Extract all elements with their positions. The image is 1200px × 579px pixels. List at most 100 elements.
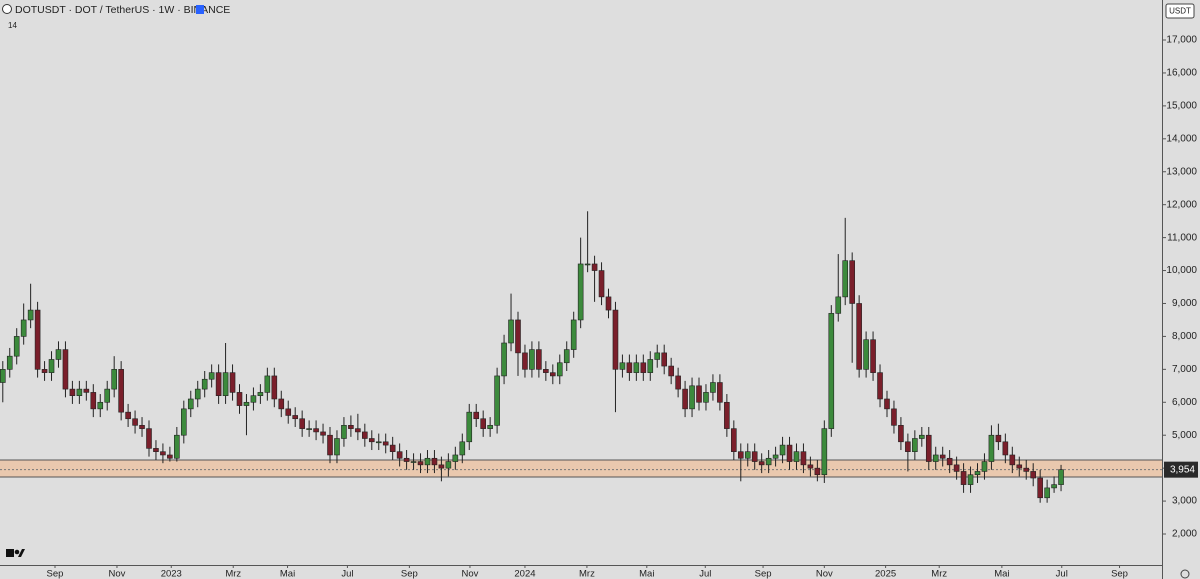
candle-body <box>891 408 897 426</box>
candle-body <box>905 441 911 452</box>
x-tick-label: Sep <box>755 569 772 579</box>
candle-body <box>445 461 452 469</box>
candle-body <box>299 418 305 429</box>
header-title: DOTUSDT · DOT / TetherUS · 1W · BINANCE <box>15 4 230 16</box>
candle-body <box>487 425 493 429</box>
x-tick-label: Sep <box>47 569 64 579</box>
candle-body <box>689 385 695 410</box>
candle-body <box>515 319 521 354</box>
candle-body <box>104 388 111 403</box>
candle-body <box>988 434 995 462</box>
candle-body <box>550 372 556 377</box>
candle-body <box>201 378 208 390</box>
candle-body <box>508 319 514 344</box>
candle-body <box>647 359 654 373</box>
symbol-icon <box>2 4 12 14</box>
y-tick-label: 9,000 <box>1172 298 1197 309</box>
candle-body <box>320 431 326 436</box>
candle-body <box>132 418 138 426</box>
candle-body <box>313 428 319 433</box>
candle-body <box>20 319 27 337</box>
candle-body <box>682 388 688 410</box>
x-tick-label: Mai <box>280 569 295 579</box>
candle-body <box>1023 467 1030 472</box>
candle-body <box>0 369 6 383</box>
candle-body <box>334 438 340 456</box>
candle-body <box>236 392 243 406</box>
flag-icon <box>196 5 204 14</box>
candle-body <box>327 434 333 456</box>
x-tick-label: Mai <box>994 569 1009 579</box>
y-tick-label: 16,000 <box>1166 68 1197 79</box>
candle-body <box>807 464 814 469</box>
candle-body <box>835 296 842 314</box>
candle-body <box>995 434 1002 443</box>
candle-body <box>737 451 744 459</box>
candle-body <box>194 388 201 400</box>
candle-body <box>675 375 681 390</box>
candle-body <box>953 464 960 472</box>
candle-body <box>960 471 967 485</box>
candle-body <box>898 425 904 443</box>
x-tick-label: Sep <box>1111 569 1128 579</box>
candle-body <box>779 444 786 456</box>
y-tick-label: 6,000 <box>1172 397 1197 408</box>
candle-body <box>925 434 932 462</box>
y-tick-label: 3,000 <box>1172 496 1197 507</box>
candle-body <box>34 309 41 370</box>
y-tick-label: 13,000 <box>1166 166 1197 177</box>
settings-icon[interactable] <box>1180 569 1190 579</box>
x-tick-label: Mrz <box>579 569 595 579</box>
candle-body <box>111 369 117 390</box>
candle-body <box>306 428 312 430</box>
candle-body <box>215 372 222 396</box>
candle-body <box>751 451 758 462</box>
x-tick-label: Mrz <box>931 569 947 579</box>
candle-body <box>27 309 34 321</box>
candle-body <box>842 260 849 298</box>
candle-body <box>139 425 145 429</box>
candle-body <box>97 401 104 410</box>
x-tick-label: 2023 <box>161 569 182 579</box>
candle-body <box>362 431 368 439</box>
candle-body <box>877 372 883 400</box>
support-zone <box>0 460 1162 478</box>
x-tick-label: Jul <box>699 569 711 579</box>
candle-body <box>146 428 152 449</box>
candle-body <box>13 336 20 357</box>
candle-body <box>863 339 869 370</box>
candle-body <box>800 451 807 466</box>
candle-body <box>243 401 250 406</box>
x-tick-label: 2025 <box>875 569 896 579</box>
currency-label: USDT <box>1169 7 1191 16</box>
y-tick-label: 11,000 <box>1167 232 1197 243</box>
candle-body <box>710 382 716 393</box>
x-tick-label: Mrz <box>225 569 241 579</box>
candle-body <box>584 263 591 266</box>
candle-body <box>125 411 131 420</box>
candle-body <box>382 441 389 446</box>
candle-body <box>654 352 661 360</box>
candle-body <box>355 428 361 433</box>
candle-body <box>257 392 264 396</box>
candle-body <box>605 296 612 311</box>
x-tick-label: Nov <box>816 569 833 579</box>
candle-body <box>417 461 424 466</box>
y-tick-label: 15,000 <box>1166 101 1197 112</box>
candle-body <box>1016 464 1023 469</box>
candle-body <box>1002 441 1009 456</box>
candle-body <box>167 454 173 459</box>
candle-body <box>598 270 605 298</box>
y-tick-label: 17,000 <box>1166 35 1197 46</box>
x-tick-label: Sep <box>401 569 418 579</box>
candle-body <box>849 260 855 304</box>
x-tick-label: Nov <box>109 569 126 579</box>
candle-body <box>731 428 737 452</box>
candle-body <box>431 457 438 466</box>
candle-body <box>765 457 772 466</box>
candle-body <box>536 349 542 370</box>
candle-body <box>856 303 862 370</box>
candle-body <box>1051 484 1057 489</box>
y-tick-label: 5,000 <box>1172 430 1197 441</box>
